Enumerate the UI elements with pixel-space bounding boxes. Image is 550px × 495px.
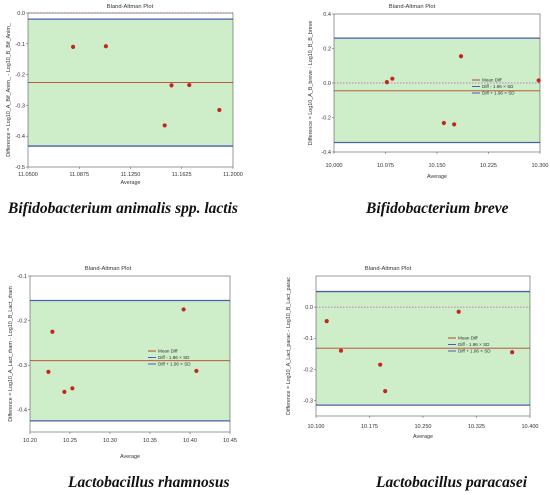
- chart-panel-b-animalis: Bland-Altman Plot 0.0 -0.1 -0.2 -0.3 -0.4 -0.5…: [0, 0, 245, 190]
- data-point: [390, 76, 395, 81]
- x-axis-label: Average: [121, 180, 141, 186]
- bland-altman-chart-l-rhamnosus: Bland-Altman Plot -0.1 -0.2 -0.3 -0.4 10.20 10…: [8, 266, 237, 460]
- x-tick-label: 10.175: [361, 424, 378, 430]
- data-point: [50, 329, 55, 334]
- legend-label: Diff - 1.96 × SD: [458, 342, 490, 347]
- y-tick-label: 0.2: [323, 47, 331, 53]
- data-point: [217, 107, 222, 113]
- data-point: [456, 309, 461, 314]
- x-tick-label: 10.150: [428, 163, 445, 169]
- legend-label: Diff + 1.96 × SD: [458, 349, 491, 354]
- x-tick-label: 10.100: [307, 424, 324, 430]
- x-axis-label: Average: [120, 454, 140, 460]
- data-point: [187, 82, 192, 88]
- chart-title: Bland-Altman Plot: [107, 4, 154, 10]
- data-point: [71, 44, 76, 49]
- x-tick-label: 10.25: [63, 438, 77, 444]
- x-tick-label: 10.250: [414, 424, 431, 430]
- legend-label: Diff - 1.96 × SD: [482, 84, 514, 89]
- y-tick-label: -0.2: [321, 116, 331, 122]
- chart-title: Bland-Altman Plot: [365, 266, 412, 272]
- y-tick-label: -0.3: [303, 398, 313, 404]
- bland-altman-chart-l-paracasei: Bland-Altman Plot 0.0 -0.1 -0.2 -0.3 10.100 10…: [286, 266, 539, 440]
- y-tick-label: -0.3: [15, 103, 25, 109]
- caption-l-rhamnosus: Lactobacillus rhamnosus: [68, 474, 230, 491]
- x-axis-label: Average: [427, 174, 447, 180]
- data-point: [458, 54, 464, 59]
- legend-label: Diff + 1.96 × SD: [158, 362, 191, 367]
- data-point: [383, 389, 388, 394]
- y-tick-label: 0.4: [323, 12, 331, 18]
- y-tick-label: -0.2: [17, 319, 27, 325]
- x-tick-label: 11.1250: [121, 172, 141, 178]
- data-point: [378, 362, 383, 367]
- caption-b-breve: Bifidobacterium breve: [366, 200, 509, 217]
- data-point: [46, 369, 51, 374]
- y-tick-label: 0.0: [305, 305, 313, 311]
- x-tick-label: 11.0875: [69, 172, 89, 178]
- x-tick-label: 10.225: [480, 163, 497, 169]
- chart-panel-b-breve: Bland-Altman Plot 0.4 0.2 0.0 -0.2 -0.4 10.000…: [300, 0, 550, 190]
- y-tick-label: -0.4: [15, 134, 25, 140]
- data-point: [384, 80, 389, 85]
- bland-altman-chart-b-animalis: Bland-Altman Plot 0.0 -0.1 -0.2 -0.3 -0.4 -0.5…: [6, 4, 243, 186]
- data-point: [441, 120, 446, 126]
- x-tick-label: 10.325: [468, 424, 485, 430]
- data-point: [181, 307, 186, 312]
- y-axis-label: Difference = Log10_A_Lact_rham - Log10_B…: [8, 286, 14, 422]
- y-tick-label: -0.1: [15, 42, 25, 48]
- data-point: [162, 123, 167, 128]
- data-point: [70, 386, 75, 391]
- y-axis-label: Difference = Log10_A_Bif_Anim_ - Log10_B…: [6, 22, 12, 157]
- x-tick-label: 10.35: [143, 438, 157, 444]
- y-tick-label: -0.2: [15, 73, 25, 79]
- caption-l-paracasei: Lactobacillus paracasei: [376, 474, 528, 491]
- x-tick-label: 10.30: [103, 438, 117, 444]
- y-axis-label: Difference = Log10_A_B_breve - Log10_B_B…: [308, 21, 314, 146]
- chart-panel-l-paracasei: Bland-Altman Plot 0.0 -0.1 -0.2 -0.3 10.100 10…: [278, 262, 550, 462]
- y-tick-label: -0.1: [17, 274, 27, 280]
- data-point: [62, 389, 67, 394]
- legend-label: Mean Diff: [458, 336, 478, 341]
- x-tick-label: 10.075: [377, 163, 394, 169]
- legend-label: Diff + 1.96 × SD: [482, 91, 515, 96]
- legend-label: Mean Diff: [158, 349, 178, 354]
- x-tick-label: 11.0500: [18, 172, 38, 178]
- x-axis-label: Average: [413, 434, 433, 440]
- chart-title: Bland-Altman Plot: [389, 4, 436, 10]
- data-point: [324, 319, 329, 324]
- y-tick-label: -0.4: [321, 150, 331, 156]
- x-tick-label: 11.2000: [223, 172, 243, 178]
- plot-frame: [29, 275, 231, 433]
- y-axis-label: Difference = Log10_A_Lact_parac - Log10_…: [286, 277, 292, 415]
- y-tick-label: -0.2: [303, 367, 313, 373]
- legend-label: Diff - 1.96 × SD: [158, 355, 190, 360]
- data-point: [103, 44, 108, 49]
- x-tick-label: 11.1625: [172, 172, 192, 178]
- legend-label: Mean Diff: [482, 78, 502, 83]
- data-point: [510, 350, 515, 355]
- x-tick-label: 10.20: [23, 438, 37, 444]
- x-tick-label: 10.000: [325, 163, 342, 169]
- data-point: [452, 122, 457, 127]
- bland-altman-chart-b-breve: Bland-Altman Plot 0.4 0.2 0.0 -0.2 -0.4 10.000…: [308, 4, 549, 180]
- chart-panel-l-rhamnosus: Bland-Altman Plot -0.1 -0.2 -0.3 -0.4 10.20 10…: [0, 262, 245, 462]
- y-tick-label: -0.5: [15, 165, 25, 171]
- x-tick-label: 10.300: [531, 163, 548, 169]
- data-point: [194, 368, 199, 374]
- x-tick-label: 10.45: [223, 438, 237, 444]
- data-point: [338, 348, 344, 353]
- y-tick-label: 0.0: [17, 11, 25, 17]
- y-tick-label: -0.3: [17, 363, 27, 369]
- data-point: [169, 83, 174, 88]
- caption-b-animalis: Bifidobacterium animalis spp. lactis: [8, 200, 238, 217]
- y-tick-label: -0.1: [303, 336, 313, 342]
- y-tick-label: 0.0: [323, 81, 331, 87]
- x-tick-label: 10.400: [521, 424, 538, 430]
- y-tick-label: -0.4: [17, 408, 27, 414]
- x-tick-label: 10.40: [183, 438, 197, 444]
- chart-title: Bland-Altman Plot: [85, 266, 132, 272]
- data-point: [536, 78, 541, 83]
